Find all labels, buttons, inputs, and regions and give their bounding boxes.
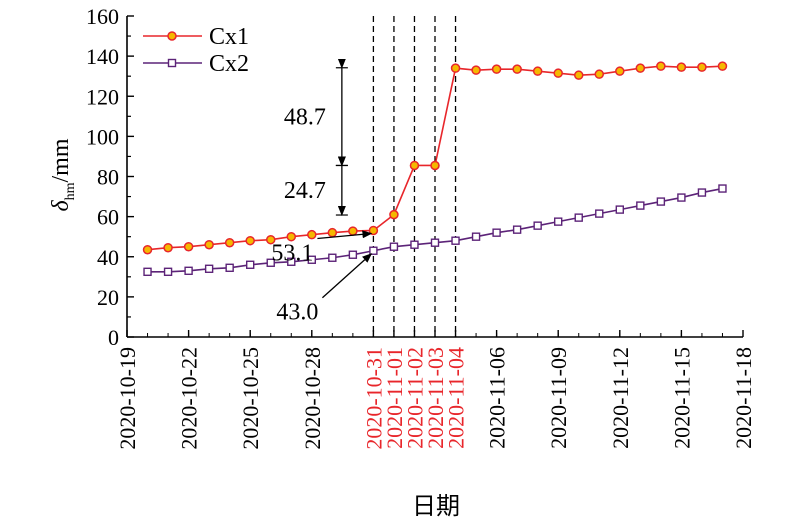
data-point-cx1 <box>553 68 563 78</box>
data-point-cx2 <box>533 221 542 230</box>
data-point-cx2 <box>163 267 173 276</box>
point-label-arrow <box>317 230 373 240</box>
data-point-cx1 <box>656 61 666 71</box>
data-point-cx2 <box>554 217 563 226</box>
data-point-cx2 <box>512 225 522 234</box>
annotations: 48.7 24.7 53.1 43.0 <box>271 58 373 326</box>
data-point-cx1 <box>245 235 255 246</box>
data-point-cx2 <box>718 184 727 193</box>
legend: Cx1 Cx2 <box>143 24 249 77</box>
data-point-cx2 <box>245 260 255 269</box>
data-point-cx2 <box>184 266 193 275</box>
x-tick-label-highlight: 2020-11-04 <box>444 347 469 449</box>
data-point-cx1 <box>348 226 358 236</box>
data-point-cx1 <box>491 64 502 74</box>
x-tick-label: 2020-10-28 <box>300 347 325 450</box>
y-tick-label: 160 <box>86 4 119 29</box>
data-point-cx1 <box>286 231 297 242</box>
point-value-label: 53.1 <box>271 240 313 266</box>
data-point-cx1 <box>532 66 543 76</box>
x-tick-label: 2020-11-06 <box>485 347 510 449</box>
data-point-cx2 <box>615 205 624 214</box>
data-point-cx1 <box>717 61 728 71</box>
data-point-cx2 <box>369 246 378 255</box>
y-tick-label: 60 <box>97 205 119 230</box>
x-tick-label-highlight: 2020-11-03 <box>423 347 448 449</box>
y-axis-ticks: 0 20 40 60 80 100 120 140 160 <box>86 4 134 350</box>
point-value-label: 43.0 <box>276 300 318 326</box>
data-point-cx1 <box>307 229 317 240</box>
y-tick-label: 20 <box>97 285 119 310</box>
data-point-cx1 <box>327 227 338 238</box>
x-axis-title: 日期 <box>412 492 460 520</box>
x-tick-label-highlight: 2020-11-02 <box>402 347 427 449</box>
legend-swatch-marker-0 <box>167 31 177 41</box>
dimension-label: 24.7 <box>284 178 326 204</box>
y-tick-label: 80 <box>97 165 119 190</box>
x-tick-label-highlight: 2020-10-31 <box>361 347 386 450</box>
data-point-cx2 <box>389 242 399 251</box>
y-tick-label: 100 <box>86 124 119 149</box>
data-point-cx1 <box>430 160 440 171</box>
y-tick-label: 140 <box>86 44 119 69</box>
data-point-cx2 <box>451 236 460 245</box>
data-point-cx2 <box>204 264 214 273</box>
point-label-arrow <box>321 253 373 299</box>
x-tick-label-highlight: 2020-11-01 <box>382 347 407 449</box>
data-point-cx1 <box>615 66 625 76</box>
x-tick-label: 2020-10-25 <box>238 347 263 450</box>
data-point-cx1 <box>573 70 584 80</box>
data-point-cx2 <box>697 188 707 197</box>
series-layer <box>142 61 728 276</box>
data-point-cx1 <box>512 64 522 74</box>
x-tick-label: 2020-10-19 <box>115 347 140 450</box>
data-point-cx2 <box>266 258 275 267</box>
data-point-cx1 <box>409 160 420 171</box>
y-axis-title: δhm/mm <box>48 138 78 211</box>
data-point-cx2 <box>492 228 501 237</box>
data-point-cx1 <box>594 69 605 79</box>
legend-swatch-marker-1 <box>167 58 177 68</box>
data-point-cx2 <box>225 263 234 272</box>
data-point-cx2 <box>328 253 337 262</box>
data-point-cx1 <box>471 65 481 75</box>
data-point-cx2 <box>656 197 666 206</box>
data-point-cx1 <box>224 237 235 248</box>
legend-label-cx2: Cx2 <box>209 51 249 77</box>
data-point-cx2 <box>287 257 296 266</box>
highlight-lines <box>372 16 457 337</box>
data-point-cx2 <box>430 238 440 247</box>
legend-label-cx1: Cx1 <box>209 24 249 50</box>
x-axis-ticks: 2020-10-19 2020-10-22 2020-10-25 2020-10-28… <box>115 330 756 450</box>
y-tick-label: 0 <box>108 325 119 350</box>
data-point-cx1 <box>450 63 461 73</box>
y-tick-label: 120 <box>86 84 119 109</box>
data-point-cx2 <box>677 193 686 202</box>
dimension-label: 48.7 <box>284 105 326 131</box>
x-tick-label: 2020-11-09 <box>546 347 571 449</box>
data-point-cx1 <box>635 63 646 73</box>
x-tick-label: 2020-11-15 <box>669 347 694 449</box>
data-point-cx1 <box>142 244 153 255</box>
data-point-cx2 <box>307 255 316 264</box>
data-point-cx2 <box>471 232 481 241</box>
x-tick-label: 2020-10-22 <box>177 347 202 450</box>
data-point-cx2 <box>143 267 152 276</box>
y-tick-label: 40 <box>97 245 119 270</box>
x-tick-label: 2020-11-12 <box>608 347 633 449</box>
data-point-cx1 <box>163 242 173 253</box>
data-point-cx2 <box>636 201 645 210</box>
x-tick-label: 2020-11-18 <box>731 347 756 449</box>
data-point-cx1 <box>676 62 687 72</box>
data-point-cx2 <box>595 209 604 218</box>
data-point-cx2 <box>574 213 583 222</box>
data-point-cx1 <box>183 241 194 252</box>
data-point-cx1 <box>265 234 276 245</box>
data-point-cx1 <box>204 239 214 250</box>
data-point-cx1 <box>389 209 399 220</box>
data-point-cx2 <box>410 240 419 249</box>
data-point-cx1 <box>697 62 707 72</box>
data-point-cx2 <box>348 250 358 259</box>
